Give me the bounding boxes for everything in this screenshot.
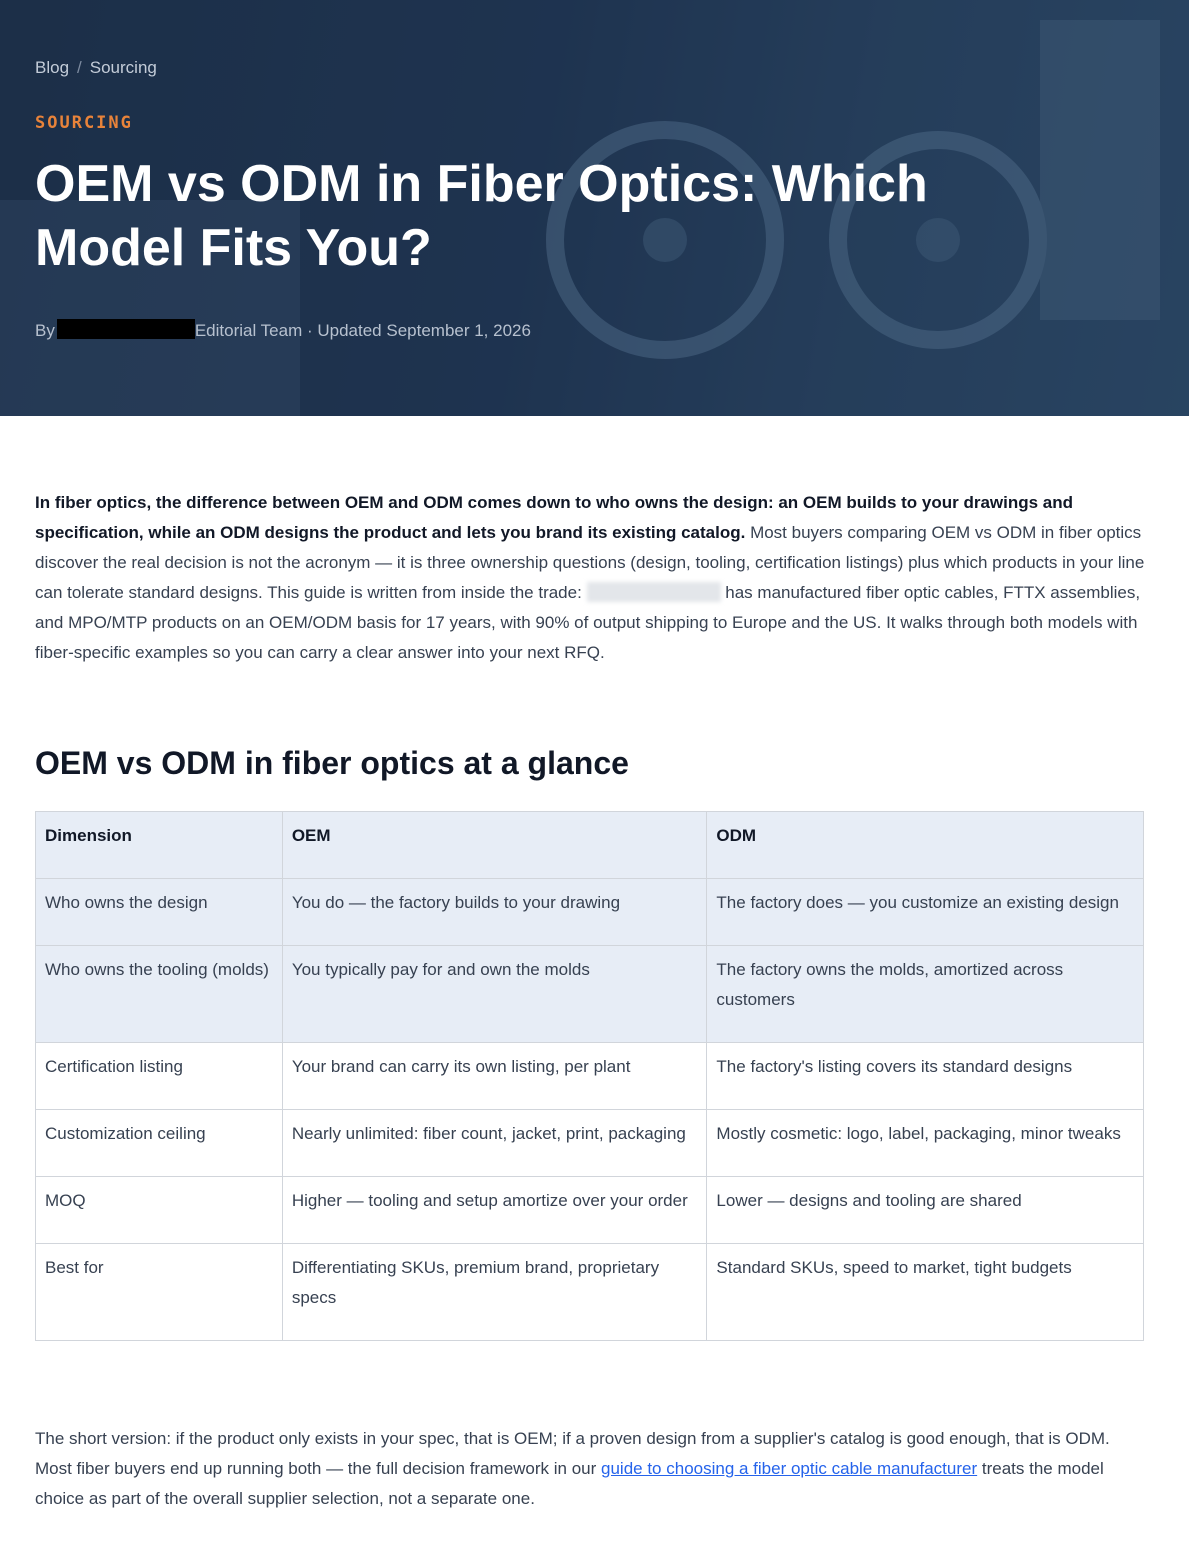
table-cell: Lower — designs and tooling are shared xyxy=(706,1176,1144,1244)
article-title: OEM vs ODM in Fiber Optics: Which Model … xyxy=(35,155,928,277)
breadcrumb-link[interactable]: Sourcing xyxy=(89,58,157,77)
table-row: Who owns the design You do — the factory … xyxy=(35,878,1144,946)
table-cell: The factory does — you customize an exis… xyxy=(706,878,1144,946)
comparison-table: Dimension OEM ODM Who owns the design You d… xyxy=(35,811,1144,1341)
table-row: Certification listing Your brand can carr… xyxy=(35,1042,1144,1110)
header-cell: ODM xyxy=(706,811,1144,879)
intro-paragraph: In fiber optics, the difference between … xyxy=(35,488,1150,668)
hero-background xyxy=(0,0,1189,416)
table-cell: You typically pay for and own the molds xyxy=(281,945,708,1043)
table-cell: The factory's listing covers its standar… xyxy=(706,1042,1144,1110)
table-cell: MOQ xyxy=(35,1176,283,1244)
section-heading: OEM vs ODM in fiber optics at a glance xyxy=(35,745,629,781)
table-header-row: Dimension OEM ODM xyxy=(35,811,1144,879)
table-cell: Differentiating SKUs, premium brand, pro… xyxy=(281,1243,708,1341)
redacted-author xyxy=(56,319,195,339)
table-cell: You do — the factory builds to your draw… xyxy=(281,878,708,946)
table-cell: Certification listing xyxy=(35,1042,283,1110)
table-cell: Who owns the design xyxy=(35,878,283,946)
intro-text: has manufactured fiber optic cables, FTT… xyxy=(35,583,1141,662)
table-cell: Standard SKUs, speed to market, tight bu… xyxy=(706,1243,1144,1341)
summary-link[interactable]: guide to choosing a fiber optic cable ma… xyxy=(601,1459,978,1478)
table-row: Customization ceiling Nearly unlimited: f… xyxy=(35,1109,1144,1177)
breadcrumb: Blog / Sourcing xyxy=(35,58,157,78)
table-cell: Your brand can carry its own listing, pe… xyxy=(281,1042,708,1110)
byline: By Editorial Team · Updated September 1, … xyxy=(35,319,531,341)
table-cell: Mostly cosmetic: logo, label, packaging,… xyxy=(706,1109,1144,1177)
table-cell: Who owns the tooling (molds) xyxy=(35,945,283,1043)
table-cell: Customization ceiling xyxy=(35,1109,283,1177)
table-body: Who owns the design You do — the factory … xyxy=(35,878,1144,1341)
summary-paragraph: The short version: if the product only e… xyxy=(35,1424,1145,1514)
summary-text: treats the model choice as part of the o… xyxy=(35,1459,1104,1508)
intro-bold: In fiber optics, the difference between … xyxy=(35,493,1074,542)
table-cell: The factory owns the molds, amortized ac… xyxy=(706,945,1144,1043)
category: SOURCING xyxy=(35,113,133,133)
blurred-name xyxy=(586,582,721,602)
intro-text: Most buyers comparing OEM vs ODM in fibe… xyxy=(35,523,1145,602)
table-cell: Nearly unlimited: fiber count, jacket, p… xyxy=(281,1109,708,1177)
header-cell: Dimension xyxy=(35,811,283,879)
summary-text: The short version: if the product only e… xyxy=(35,1429,1110,1478)
table-row: Who owns the tooling (molds) You typicall… xyxy=(35,945,1144,1043)
byline-prefix: By xyxy=(35,321,55,340)
table-cell: Best for xyxy=(35,1243,283,1341)
breadcrumb-link[interactable]: Blog xyxy=(35,58,70,77)
hero: Blog / Sourcing SOURCING OEM vs ODM in Fib… xyxy=(0,0,1189,416)
breadcrumb-separator: / xyxy=(77,58,82,77)
byline-rest: Editorial Team · Updated September 1, 20… xyxy=(194,321,531,340)
table-cell: Higher — tooling and setup amortize over… xyxy=(281,1176,708,1244)
table-row: MOQ Higher — tooling and setup amortize o… xyxy=(35,1176,1144,1244)
table-row: Best for Differentiating SKUs, premium br… xyxy=(35,1243,1144,1341)
header-cell: OEM xyxy=(281,811,708,879)
